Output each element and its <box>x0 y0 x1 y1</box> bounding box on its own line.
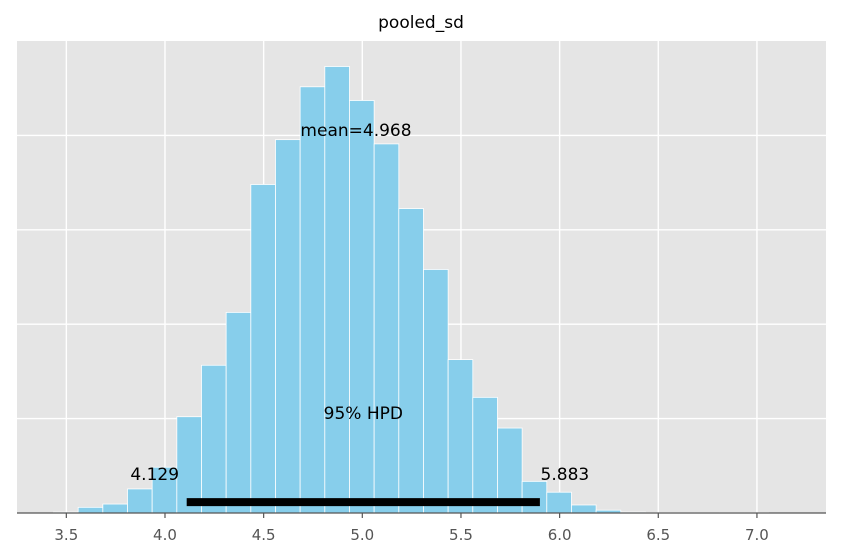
histogram-bar <box>250 184 276 514</box>
histogram-bar <box>299 86 326 514</box>
hpd-label: 95% HPD <box>324 404 403 424</box>
histogram-bars <box>53 66 770 514</box>
histogram-bar <box>176 416 202 514</box>
histogram-bar <box>102 503 128 514</box>
histogram-bar <box>324 66 350 514</box>
mean-label: mean=4.968 <box>300 121 411 141</box>
x-tick-label: 6.0 <box>548 526 572 544</box>
hpd-high-label: 5.883 <box>541 465 590 485</box>
hpd-low-label: 4.129 <box>130 465 179 485</box>
histogram-bar <box>349 100 375 514</box>
histogram-bar <box>275 139 301 514</box>
chart-title: pooled_sd <box>378 13 464 33</box>
x-tick-label: 6.5 <box>646 526 670 544</box>
histogram-bar <box>447 359 474 514</box>
x-axis-ticks: 3.5 4.0 4.5 5.0 5.5 6.0 6.5 7.0 <box>54 513 769 544</box>
histogram-bar <box>398 208 424 514</box>
x-tick-label: 3.5 <box>54 526 78 544</box>
histogram-bar <box>201 364 227 514</box>
histogram-bar <box>546 491 572 514</box>
histogram-bar <box>472 396 498 514</box>
x-tick-label: 7.0 <box>745 526 769 544</box>
histogram-bar <box>521 480 548 514</box>
histogram-bar <box>151 466 178 514</box>
x-tick-label: 5.0 <box>350 526 374 544</box>
histogram-bar <box>571 504 597 514</box>
histogram-bar <box>77 506 104 514</box>
histogram-bar <box>423 269 449 514</box>
x-tick-label: 4.0 <box>153 526 177 544</box>
histogram-bar <box>373 143 400 514</box>
histogram-bar <box>127 488 153 514</box>
x-tick-label: 5.5 <box>449 526 473 544</box>
histogram-bar <box>225 311 252 514</box>
x-tick-label: 4.5 <box>252 526 276 544</box>
